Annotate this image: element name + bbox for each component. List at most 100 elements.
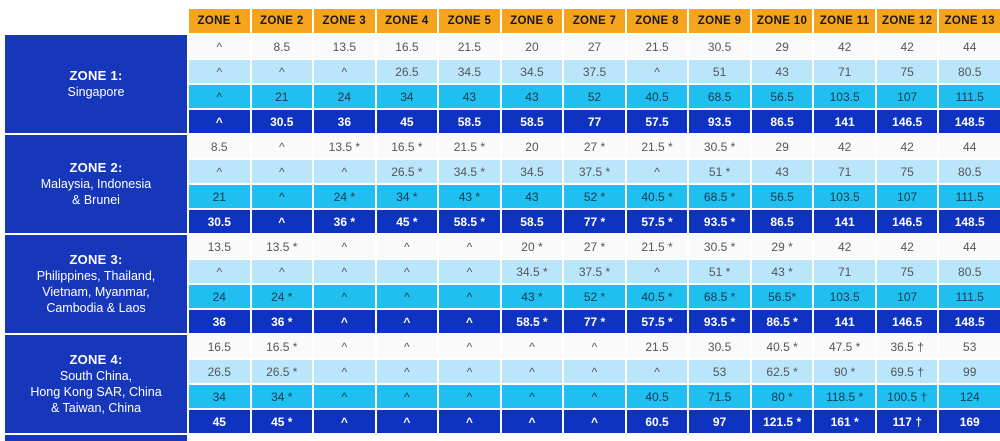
rate-cell: 75 [876,260,938,283]
rate-cell: 97 [689,410,750,433]
rate-cell: 21.5 * [626,235,688,258]
rate-cell: 43 [751,60,813,83]
rate-cell: 37.5 [564,60,625,83]
rate-cell: 37.5 * [564,160,625,183]
rate-cell: 148.5 [939,110,1000,133]
rate-cell: 21 [189,185,250,208]
rate-cell: 58.5 [501,210,563,233]
rate-cell: 71 [814,160,875,183]
rate-cell: 43 * [501,285,563,308]
rate-cell: 34.5 * [439,160,500,183]
rate-cell: 58.5 * [501,310,563,333]
rate-cell: ^ [376,410,438,433]
rate-cell: 27 * [564,135,625,158]
rate-cell: ^ [314,260,375,283]
zone-group-label: ZONE 4: South China, Hong Kong SAR, China &… [5,335,187,433]
rate-cell: 42 [814,135,875,158]
rate-cell: 42 [814,235,875,258]
next-zone-group-sliver [5,435,187,441]
rate-cell: 93.5 [689,110,750,133]
rate-cell: 86.5 [751,110,813,133]
rate-cell: 141 [814,110,875,133]
rate-cell: 26.5 [189,360,250,383]
rate-cell: 111.5 [939,185,1000,208]
rate-cell: 34 * [251,385,313,408]
rate-cell: ^ [439,260,500,283]
zone-group-label: ZONE 3: Philippines, Thailand, Vietnam, My… [5,235,187,333]
rate-cell: 80.5 [939,60,1000,83]
rate-groups: ZONE 1: Singapore ^ 8.5 13.5 16.5 21.5 20 27 21.5… [5,35,1000,433]
rate-cell: 77 * [564,310,625,333]
rate-cell: 43 * [439,185,500,208]
rate-cell: 20 [501,35,563,58]
rate-cell: 13.5 * [251,235,313,258]
rate-cell: 43 * [751,260,813,283]
rate-cell: ^ [251,260,313,283]
rate-cell: 68.5 [689,85,750,108]
rate-cell: 57.5 * [626,310,688,333]
rate-cell: ^ [501,385,563,408]
rate-cell: 111.5 [939,85,1000,108]
rate-cell: ^ [564,385,625,408]
rate-cell: 71 [814,60,875,83]
rate-cell: ^ [251,160,313,183]
rate-cell: 27 [564,35,625,58]
rate-cell: ^ [564,360,625,383]
rate-cell: ^ [376,360,438,383]
rate-cell: ^ [501,360,563,383]
rate-cell: 47.5 * [814,335,875,358]
rate-cell: 57.5 [626,110,688,133]
rate-cell: 53 [939,335,1000,358]
rate-cell: 26.5 * [251,360,313,383]
rate-cell: ^ [376,260,438,283]
rate-cell: 34.5 [501,60,563,83]
zone-group-label: ZONE 1: Singapore [5,35,187,133]
rate-cell: 36 * [251,310,313,333]
zone-column-header: ZONE 11 [814,9,875,33]
rate-cell: 71.5 [689,385,750,408]
rate-cell: 44 [939,235,1000,258]
rate-cell: 36.5 † [876,335,938,358]
rate-cell: 30.5 [689,335,750,358]
zone-group-region: Singapore [67,85,125,100]
rate-cell: 36 * [314,210,375,233]
rate-cell: ^ [314,235,375,258]
rate-cell: ^ [439,235,500,258]
rate-cell: 80.5 [939,260,1000,283]
rate-cell: 34.5 [439,60,500,83]
zone-group-region: & Taiwan, China [50,401,142,416]
rate-cell: 118.5 * [814,385,875,408]
rate-cell: ^ [439,360,500,383]
zone-column-header: ZONE 12 [876,9,938,33]
rate-cell: 42 [876,135,938,158]
rate-cell: 93.5 * [689,210,750,233]
rate-cell: ^ [314,360,375,383]
rate-cell: 26.5 [376,60,438,83]
rate-cell: 43 [501,185,563,208]
rate-cell: 146.5 [876,310,938,333]
rate-cell: 111.5 [939,285,1000,308]
corner-spacer [5,9,187,33]
rate-cell: ^ [251,60,313,83]
rate-cell: 29 * [751,235,813,258]
zone-group: ZONE 3: Philippines, Thailand, Vietnam, My… [5,235,1000,333]
rate-cell: ^ [189,260,250,283]
rate-cell: 62.5 * [751,360,813,383]
rate-cell: 40.5 [626,385,688,408]
rate-cell: 20 [501,135,563,158]
zone-group-region: South China, [59,369,133,384]
rate-cell: ^ [314,410,375,433]
rate-cell: 86.5 [751,210,813,233]
zone-group: ZONE 1: Singapore ^ 8.5 13.5 16.5 21.5 20 27 21.5… [5,35,1000,133]
rate-cell: 90 * [814,360,875,383]
rate-cell: 56.5* [751,285,813,308]
zone-group-region: Hong Kong SAR, China [30,385,162,400]
rate-cell: 45 [376,110,438,133]
rate-cell: 93.5 * [689,310,750,333]
rate-cell: 16.5 [376,35,438,58]
rate-cell: 34 [189,385,250,408]
rate-cell: 80.5 [939,160,1000,183]
rate-cell: ^ [439,385,500,408]
rate-cell: 21 [251,85,313,108]
